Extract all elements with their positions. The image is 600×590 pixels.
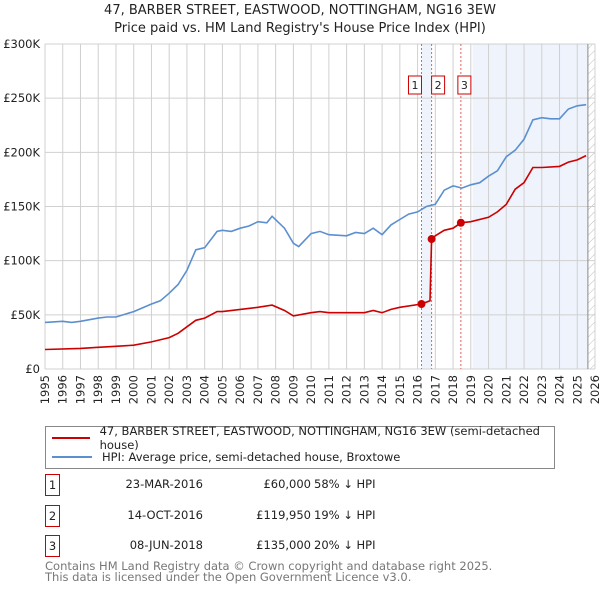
sale-point — [456, 218, 465, 227]
x-tick-label: 2017 — [428, 375, 442, 404]
x-tick-label: 2018 — [446, 375, 460, 404]
sale-date: 14-OCT-2016 — [127, 508, 203, 522]
sale-price: £119,950 — [256, 508, 311, 522]
x-tick-label: 2010 — [304, 375, 318, 404]
x-tick-label: 1998 — [91, 375, 105, 404]
x-tick-label: 1997 — [73, 375, 87, 404]
sale-row: 3 08-JUN-2018 £135,000 20% ↓ HPI — [45, 535, 445, 557]
sale-hpi-diff: 58% ↓ HPI — [314, 477, 376, 491]
legend-label: HPI: Average price, semi-detached house,… — [102, 450, 401, 464]
legend-item-property: 47, BARBER STREET, EASTWOOD, NOTTINGHAM,… — [52, 424, 554, 452]
y-tick-label: £200K — [3, 145, 40, 159]
sale-hpi-diff: 19% ↓ HPI — [314, 508, 376, 522]
sale-price: £60,000 — [263, 477, 311, 491]
x-tick-label: 2019 — [464, 375, 478, 404]
x-tick-label: 1999 — [109, 375, 123, 404]
sale-marker: 2 — [45, 505, 60, 527]
x-tick-label: 2008 — [269, 375, 283, 404]
x-tick-label: 1996 — [56, 375, 70, 404]
x-tick-label: 1995 — [38, 375, 52, 404]
sale-marker-label: 2 — [435, 79, 442, 92]
sale-marker-box — [457, 75, 472, 95]
chart-subtitle: Price paid vs. HM Land Registry's House … — [114, 21, 486, 36]
y-tick-label: £250K — [3, 91, 40, 105]
x-tick-label: 2001 — [144, 375, 158, 404]
legend-label: 47, BARBER STREET, EASTWOOD, NOTTINGHAM,… — [99, 424, 540, 452]
series-line-hpi — [44, 103, 587, 324]
x-tick-label: 2025 — [570, 375, 584, 404]
x-tick-label: 2003 — [180, 375, 194, 404]
x-tick-label: 2024 — [553, 375, 567, 404]
sale-marker-box — [407, 75, 422, 95]
sale-marker-label: 1 — [411, 79, 418, 92]
y-tick-label: £150K — [3, 200, 40, 214]
legend-swatch — [52, 437, 90, 439]
x-tick-label: 2012 — [340, 375, 354, 404]
y-tick-label: £100K — [3, 254, 40, 268]
sale-date: 08-JUN-2018 — [129, 538, 203, 552]
x-tick-label: 2005 — [215, 375, 229, 404]
y-tick-label: £50K — [11, 308, 41, 322]
sale-point — [417, 300, 426, 308]
sale-row: 1 23-MAR-2016 £60,000 58% ↓ HPI — [45, 474, 445, 496]
x-tick-label: 2006 — [233, 375, 247, 404]
x-tick-label: 2020 — [482, 375, 496, 404]
y-tick-label: £300K — [3, 37, 40, 51]
legend-swatch — [52, 456, 92, 458]
footer-copyright: Contains HM Land Registry data © Crown c… — [45, 559, 493, 573]
x-tick-label: 2014 — [375, 375, 389, 404]
line-chart: 1995 1996 1997 1998 1999 2000 2001 2002 2003 2004… — [3, 37, 600, 404]
x-tick-label: 2023 — [535, 375, 549, 404]
x-tick-label: 2011 — [322, 375, 336, 404]
footer-licence: This data is licensed under the Open Gov… — [45, 570, 412, 584]
sale-price: £135,000 — [256, 538, 311, 552]
x-tick-label: 2013 — [357, 375, 371, 404]
x-tick-label: 2007 — [251, 375, 265, 404]
sale-marker-label: 3 — [461, 79, 468, 92]
x-tick-label: 2002 — [162, 375, 176, 404]
x-tick-label: 2016 — [411, 375, 425, 404]
sale-marker: 1 — [45, 474, 60, 496]
series-line-property — [44, 154, 587, 351]
sale-marker: 3 — [45, 535, 60, 557]
legend: 47, BARBER STREET, EASTWOOD, NOTTINGHAM,… — [45, 424, 555, 469]
x-tick-label: 2004 — [198, 375, 212, 404]
x-tick-label: 2000 — [127, 375, 141, 404]
legend-item-hpi: HPI: Average price, semi-detached house,… — [52, 448, 400, 466]
sale-date: 23-MAR-2016 — [125, 477, 203, 491]
x-tick-label: 2015 — [393, 375, 407, 404]
sale-marker-box — [431, 75, 446, 95]
chart-title: 47, BARBER STREET, EASTWOOD, NOTTINGHAM,… — [104, 3, 496, 18]
y-tick-label: £0 — [25, 362, 40, 376]
x-tick-label: 2022 — [517, 375, 531, 404]
x-tick-label: 2026 — [588, 375, 600, 404]
sale-hpi-diff: 20% ↓ HPI — [314, 538, 376, 552]
x-tick-label: 2009 — [286, 375, 300, 404]
x-tick-label: 2021 — [499, 375, 513, 404]
sale-row: 2 14-OCT-2016 £119,950 19% ↓ HPI — [45, 505, 445, 527]
sale-point — [427, 235, 436, 244]
